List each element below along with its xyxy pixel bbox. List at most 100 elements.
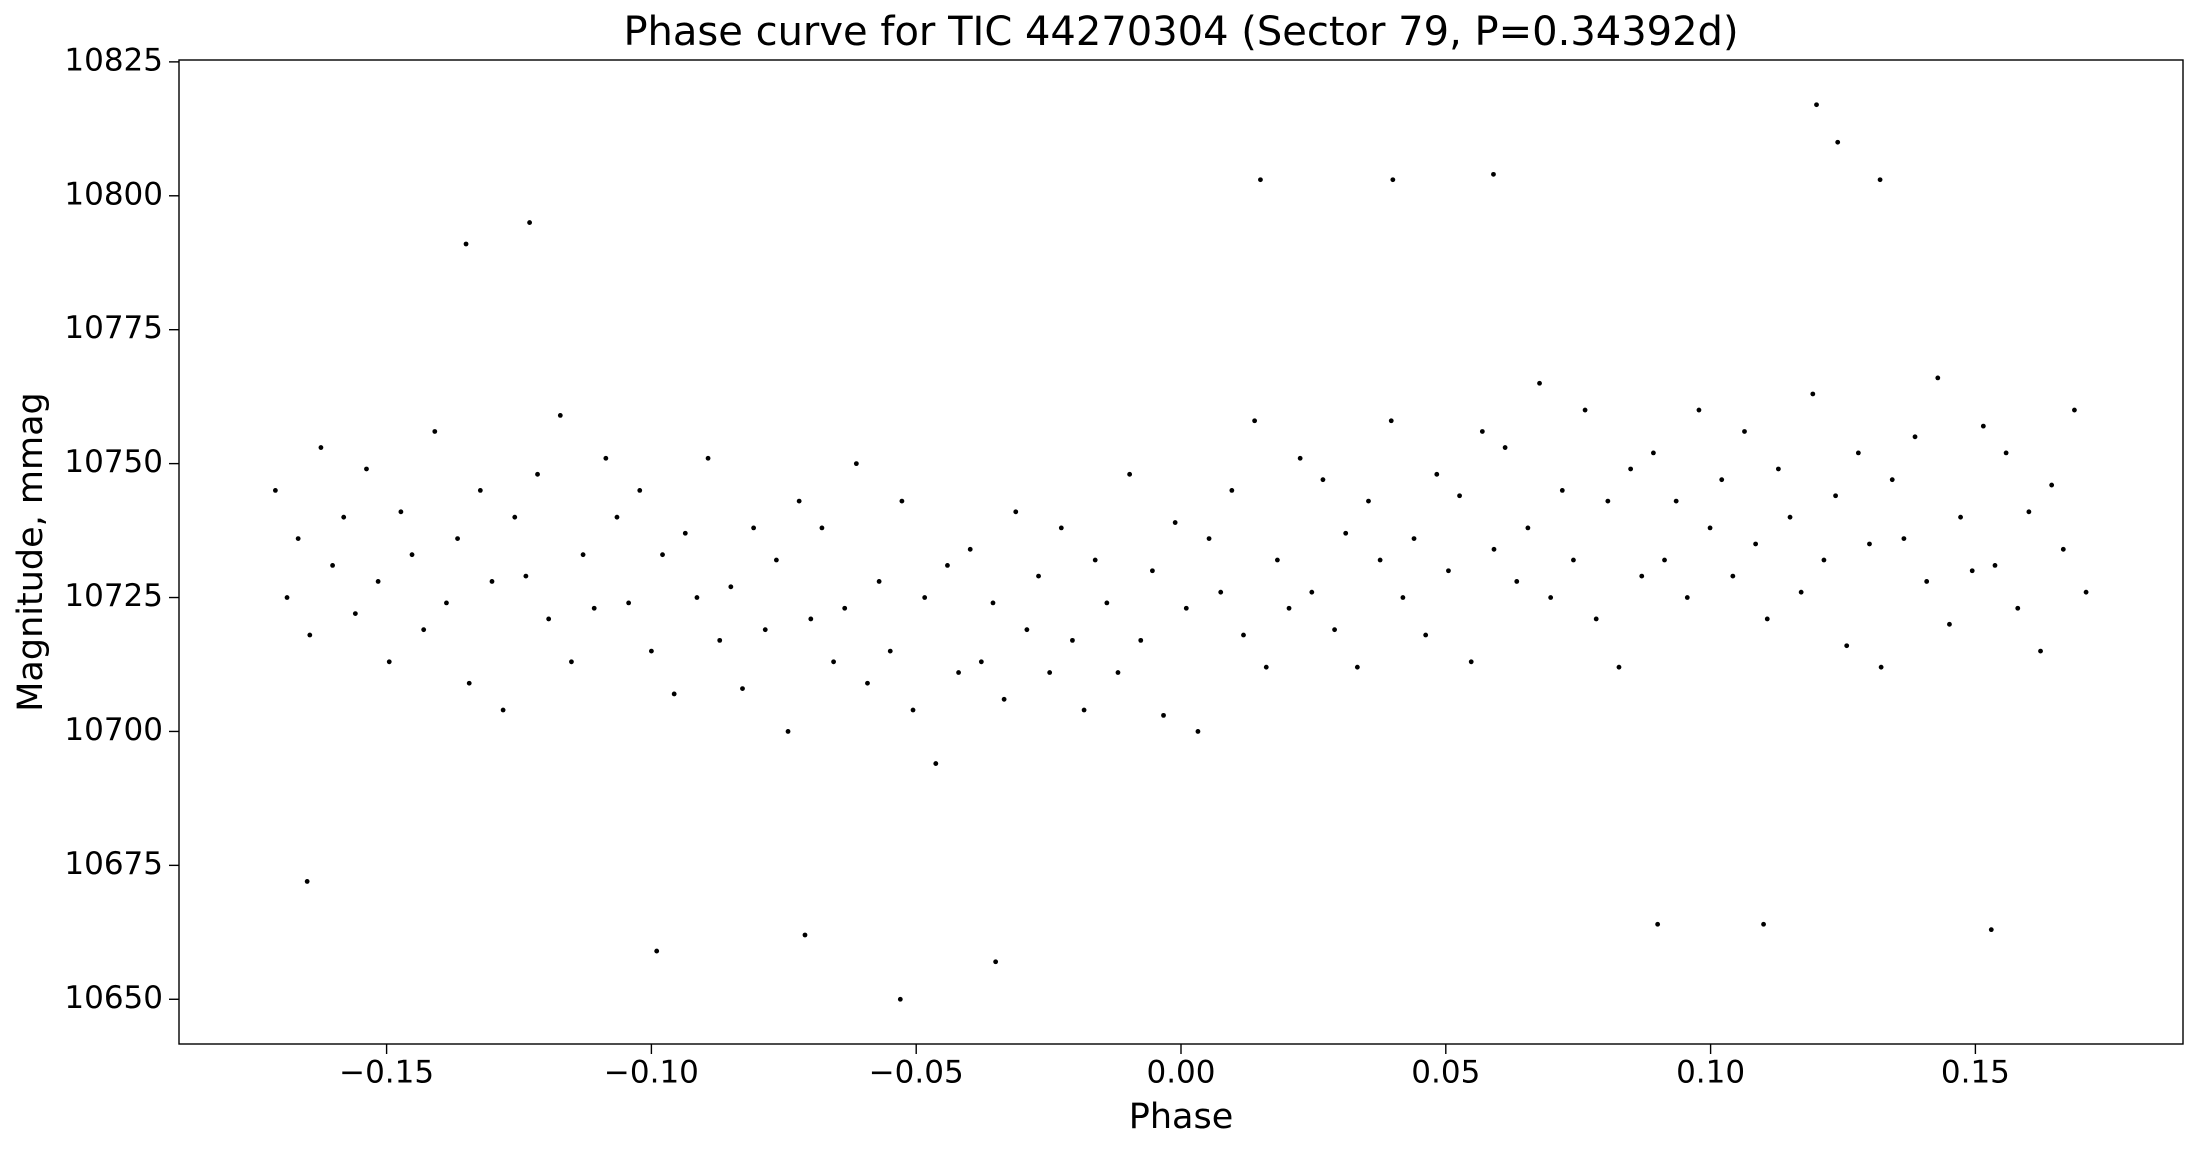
- data-point: [1400, 595, 1406, 600]
- data-point: [591, 605, 597, 611]
- data-point: [1468, 659, 1474, 665]
- data-point: [694, 595, 700, 600]
- data-point: [318, 445, 324, 450]
- data-point: [421, 627, 427, 633]
- data-point: [330, 562, 335, 568]
- data-point: [802, 932, 808, 938]
- data-point: [1115, 670, 1121, 675]
- data-point: [489, 579, 495, 584]
- data-point: [1878, 664, 1884, 670]
- data-point: [1719, 477, 1725, 483]
- data-point: [1988, 927, 1994, 933]
- data-point: [375, 579, 381, 584]
- data-point: [304, 879, 310, 884]
- data-point: [1343, 530, 1349, 536]
- data-point: [1935, 375, 1941, 381]
- data-point: [2060, 546, 2066, 552]
- data-point: [899, 498, 905, 504]
- data-point: [603, 455, 609, 461]
- data-point: [1423, 632, 1429, 638]
- data-point: [626, 600, 632, 606]
- data-point: [933, 761, 939, 766]
- data-point: [1013, 509, 1019, 515]
- data-point: [1798, 589, 1804, 595]
- data-point: [1263, 664, 1269, 670]
- data-point: [1616, 664, 1622, 670]
- data-point: [2072, 407, 2077, 413]
- data-point: [1258, 177, 1263, 183]
- data-point: [1138, 637, 1144, 643]
- data-point: [1582, 407, 1588, 413]
- data-point: [1161, 712, 1166, 718]
- data-point: [1001, 696, 1007, 702]
- data-point: [887, 648, 893, 654]
- data-point: [1525, 525, 1531, 531]
- data-point: [897, 996, 903, 1002]
- data-point: [500, 707, 506, 713]
- data-point: [512, 514, 518, 520]
- y-tick-label: 10700: [64, 712, 163, 748]
- data-point: [1889, 477, 1895, 483]
- data-point: [1286, 605, 1292, 611]
- data-point: [853, 461, 859, 467]
- data-point: [1252, 418, 1258, 424]
- data-point: [341, 514, 347, 520]
- data-point: [523, 573, 529, 579]
- data-point: [956, 670, 961, 675]
- data-point: [1491, 171, 1496, 177]
- data-point: [1537, 380, 1542, 386]
- data-point: [1377, 557, 1383, 563]
- data-point: [1992, 562, 1998, 568]
- data-point: [978, 659, 984, 665]
- data-point: [819, 525, 825, 531]
- data-point: [1366, 498, 1371, 504]
- x-tick-label: −0.10: [604, 1055, 699, 1091]
- data-point: [527, 220, 532, 225]
- data-point: [1912, 434, 1918, 440]
- x-axis-label: Phase: [1129, 1097, 1234, 1137]
- x-tick-label: −0.05: [869, 1055, 964, 1091]
- data-point: [842, 605, 848, 611]
- data-point: [409, 552, 415, 558]
- data-point: [990, 600, 996, 606]
- data-point: [671, 691, 677, 697]
- data-point: [455, 536, 460, 542]
- data-point: [1502, 445, 1508, 450]
- data-point: [740, 686, 745, 691]
- data-point: [1639, 573, 1645, 579]
- data-point: [364, 466, 369, 472]
- data-point: [1730, 573, 1736, 579]
- data-point: [1605, 498, 1611, 504]
- data-point: [1571, 557, 1576, 563]
- x-tick-label: −0.15: [339, 1055, 434, 1091]
- x-tick-label: 0.00: [1146, 1055, 1215, 1091]
- data-point: [945, 562, 950, 568]
- data-point: [1980, 423, 1986, 429]
- data-point: [1104, 600, 1110, 606]
- data-point: [398, 509, 404, 515]
- data-point: [1947, 621, 1952, 627]
- y-tick-label: 10800: [64, 176, 163, 212]
- data-point: [1172, 520, 1178, 525]
- data-point: [967, 546, 973, 552]
- chart-title: Phase curve for TIC 44270304 (Sector 79,…: [623, 9, 1738, 55]
- data-point: [535, 471, 540, 477]
- y-axis-label: Magnitude, mmag: [11, 392, 51, 712]
- data-point: [1901, 536, 1907, 542]
- data-point: [751, 525, 757, 531]
- data-point: [1274, 557, 1280, 563]
- data-point: [1332, 627, 1337, 633]
- data-point: [1867, 541, 1872, 547]
- data-point: [1969, 568, 1975, 574]
- data-point: [2083, 589, 2089, 595]
- data-point: [1183, 605, 1189, 611]
- data-point: [831, 659, 836, 665]
- data-point: [1150, 568, 1155, 574]
- data-point: [1761, 921, 1766, 927]
- data-point: [614, 514, 620, 520]
- data-point: [295, 536, 301, 542]
- data-point: [272, 487, 278, 493]
- data-point: [1081, 707, 1087, 713]
- data-point: [463, 241, 469, 247]
- data-point: [1070, 637, 1075, 643]
